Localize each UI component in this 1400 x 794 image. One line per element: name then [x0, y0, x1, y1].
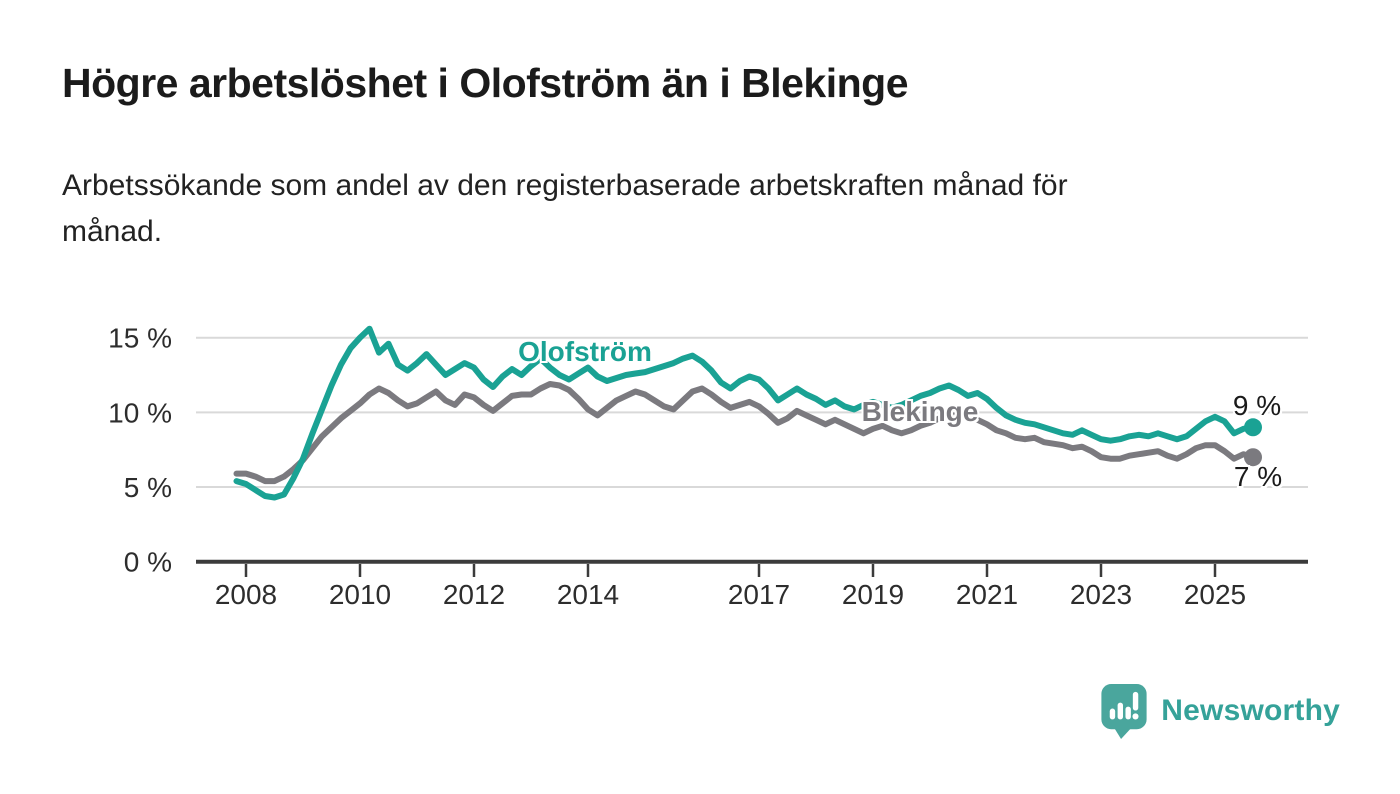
y-tick-label-0: 0 %: [124, 547, 172, 578]
x-tick-label-2008: 2008: [215, 579, 277, 610]
newsworthy-icon: [1101, 683, 1147, 739]
y-tick-label-5: 5 %: [124, 472, 172, 503]
page-title: Högre arbetslöshet i Olofström än i Blek…: [62, 60, 909, 106]
end-value-label-blekinge: 7 %: [1233, 461, 1283, 492]
end-value-label-olofstrom: 9 %: [1232, 390, 1282, 421]
series-end-dot-blekinge: [1244, 448, 1262, 467]
page-subtitle-line-1: Arbetssökande som andel av den registerb…: [62, 169, 1068, 202]
y-tick-label-15: 15 %: [108, 323, 172, 354]
y-tick-label-10: 10 %: [108, 397, 172, 428]
page-subtitle-line-2: månad.: [62, 215, 163, 248]
series-label-blekinge: Blekinge: [861, 396, 979, 427]
series-line-blekinge: [233, 381, 1256, 485]
x-tick-label-2021: 2021: [956, 579, 1018, 610]
x-tick-label-2010: 2010: [329, 579, 391, 610]
x-tick-label-2014: 2014: [557, 579, 619, 610]
x-tick-label-2025: 2025: [1184, 579, 1246, 610]
newsworthy-wordmark: Newsworthy: [1161, 694, 1340, 727]
series-label-olofstrom: Olofström: [518, 336, 652, 367]
x-tick-label-2019: 2019: [842, 579, 904, 610]
series-end-dot-olofstrom: [1244, 418, 1262, 437]
page-subtitle: Arbetssökande som andel av den registerb…: [62, 163, 1068, 255]
x-tick-label-2012: 2012: [443, 579, 505, 610]
x-tick-label-2023: 2023: [1070, 579, 1132, 610]
x-tick-label-2017: 2017: [728, 579, 790, 610]
newsworthy-logo: Newsworthy: [1100, 683, 1340, 739]
series-line-olofstrom: [233, 325, 1256, 501]
